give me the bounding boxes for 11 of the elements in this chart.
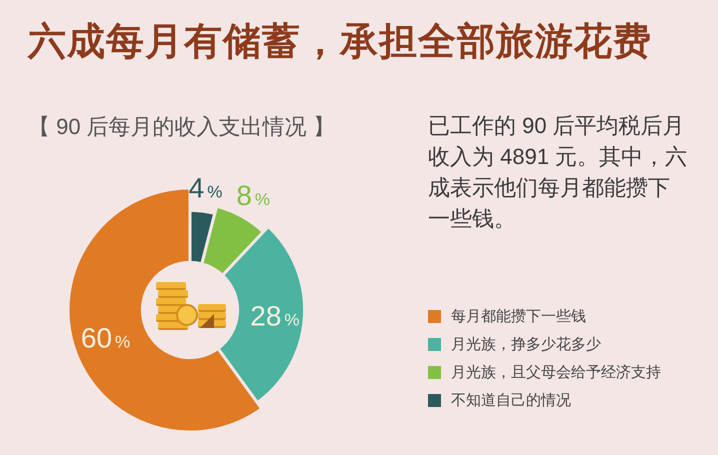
data-label: 60% <box>80 322 130 354</box>
legend-label: 不知道自己的情况 <box>451 390 571 410</box>
legend-label: 月光族，挣多少花多少 <box>451 334 601 354</box>
chart-title: 六成每月有储蓄，承担全部旅游花费 <box>28 20 652 65</box>
data-label: 8% <box>236 180 270 212</box>
text: 已工作的 90 后平均税后月收入为 4891 元。其中，六成表示他们每月都能攒下一些钱。 <box>428 112 688 233</box>
legend-label: 月光族，且父母会给予经济支持 <box>451 362 661 382</box>
legend-label: 每月都能攒下一些钱 <box>451 306 586 326</box>
data-label: 4% <box>188 172 222 204</box>
chart-subtitle: 【 90 后每月的收入支出情况 】 <box>28 113 335 141</box>
data-label: 28% <box>250 300 300 332</box>
